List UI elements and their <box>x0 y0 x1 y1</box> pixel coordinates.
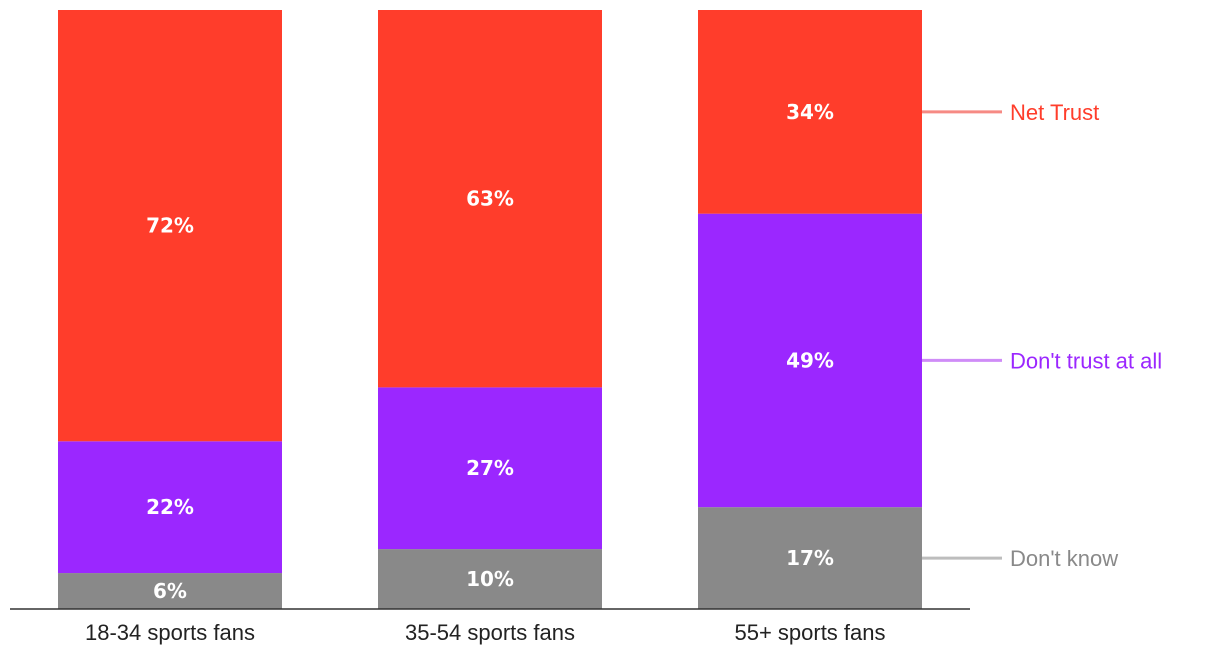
bar-segment-35-54-sports-fans-don-t-know <box>378 549 602 609</box>
bar-segment-55-sports-fans-don-t-trust-at-all <box>698 213 922 508</box>
data-label-18-34-sports-fans-don-t-know: 6% <box>153 579 187 603</box>
data-label-35-54-sports-fans-net-trust: 63% <box>466 187 514 211</box>
category-labels: 18-34 sports fans 35-54 sports fans 55+ sp… <box>85 620 886 645</box>
category-label-18-34-sports-fans: 18-34 sports fans <box>85 620 255 645</box>
bar-segment-18-34-sports-fans-don-t-trust-at-all <box>58 441 282 574</box>
category-label-35-54-sports-fans: 35-54 sports fans <box>405 620 575 645</box>
bar-segment-55-sports-fans-don-t-know <box>698 507 922 609</box>
data-label-18-34-sports-fans-don-t-trust-at-all: 22% <box>146 495 194 519</box>
data-label-55-sports-fans-don-t-trust-at-all: 49% <box>786 348 834 372</box>
category-label-55-sports-fans: 55+ sports fans <box>734 620 885 645</box>
legend-label-net-trust: Net Trust <box>1010 100 1099 125</box>
data-label-55-sports-fans-net-trust: 34% <box>786 100 834 124</box>
legend-label-don-t-trust-at-all: Don't trust at all <box>1010 348 1162 373</box>
data-label-35-54-sports-fans-don-t-trust-at-all: 27% <box>466 456 514 480</box>
legend-label-don-t-know: Don't know <box>1010 546 1118 571</box>
bar-segment-35-54-sports-fans-don-t-trust-at-all <box>378 387 602 550</box>
bar-segment-35-54-sports-fans-net-trust <box>378 10 602 388</box>
bar-segment-55-sports-fans-net-trust <box>698 10 922 214</box>
legend: Don't know Don't trust at all Net Trust <box>922 100 1162 571</box>
bars-group: 6% 22% 72% 10% 27% 63% 17% 49% 34% <box>58 10 922 609</box>
data-label-18-34-sports-fans-net-trust: 72% <box>146 214 194 238</box>
bar-segment-18-34-sports-fans-don-t-know <box>58 573 282 609</box>
data-label-35-54-sports-fans-don-t-know: 10% <box>466 567 514 591</box>
bar-segment-18-34-sports-fans-net-trust <box>58 10 282 442</box>
data-label-55-sports-fans-don-t-know: 17% <box>786 546 834 570</box>
